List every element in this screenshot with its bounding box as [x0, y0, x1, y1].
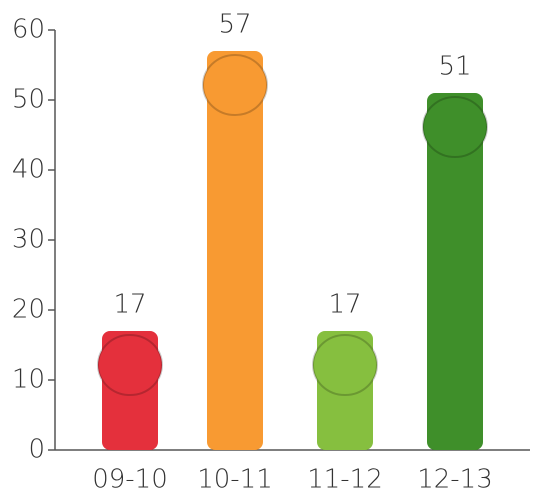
- y-tick-label: 60: [12, 15, 45, 45]
- y-tick-label: 20: [12, 295, 45, 325]
- value-label: 57: [218, 10, 251, 40]
- value-label: 17: [113, 290, 146, 320]
- y-tick-label: 0: [28, 435, 45, 465]
- x-tick-label: 10-11: [197, 465, 273, 495]
- knot: [312, 334, 378, 396]
- value-label: 51: [438, 52, 471, 82]
- x-tick-label: 12-13: [417, 465, 493, 495]
- knot: [202, 54, 268, 116]
- value-label: 17: [328, 290, 361, 320]
- knot: [97, 334, 163, 396]
- bar: [427, 93, 483, 450]
- y-tick-label: 50: [12, 85, 45, 115]
- y-tick-label: 30: [12, 225, 45, 255]
- x-tick-label: 11-12: [307, 465, 383, 495]
- y-tick-label: 10: [12, 365, 45, 395]
- bar: [207, 51, 263, 450]
- y-tick-label: 40: [12, 155, 45, 185]
- knot: [422, 96, 488, 158]
- x-tick-label: 09-10: [92, 465, 168, 495]
